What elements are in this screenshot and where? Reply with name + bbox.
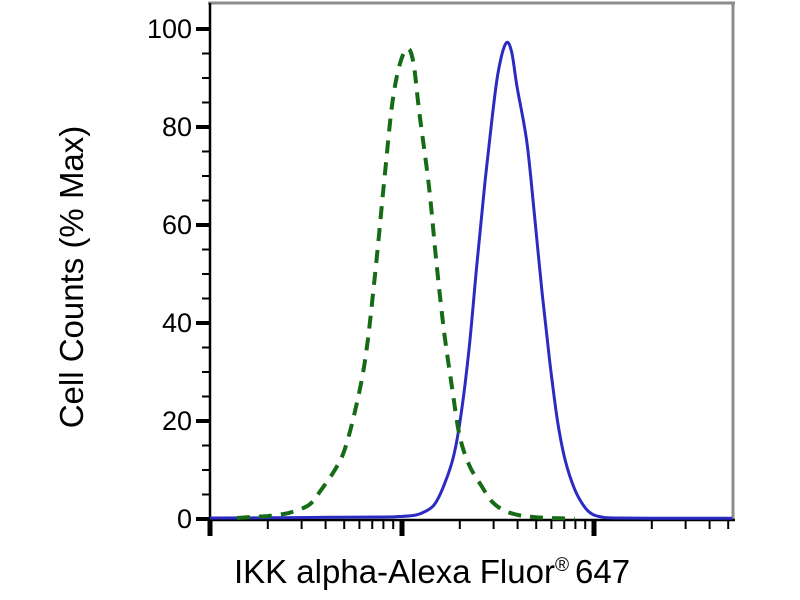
y-tick-label: 40: [161, 308, 192, 338]
y-tick-label: 0: [176, 504, 192, 534]
axis-ticks: [196, 27, 730, 536]
y-tick-label: 20: [161, 406, 192, 436]
x-axis-title-text: IKK alpha-Alexa Fluor: [233, 553, 555, 590]
stained-solid-curve: [209, 40, 733, 520]
y-tick-label: 60: [161, 210, 192, 240]
control-dashed-curve: [236, 46, 575, 521]
histogram-curves: [209, 40, 733, 521]
y-tick-label: 100: [146, 14, 192, 44]
plot-frame: [208, 1, 735, 522]
registered-trademark-symbol: ®: [554, 555, 570, 576]
x-axis-title: IKK alpha-Alexa Fluor® 647: [232, 551, 632, 593]
y-axis-title: Cell Counts (% Max): [53, 125, 90, 429]
y-tick-label: 80: [161, 112, 192, 142]
x-axis-title-number: 647: [574, 553, 631, 590]
